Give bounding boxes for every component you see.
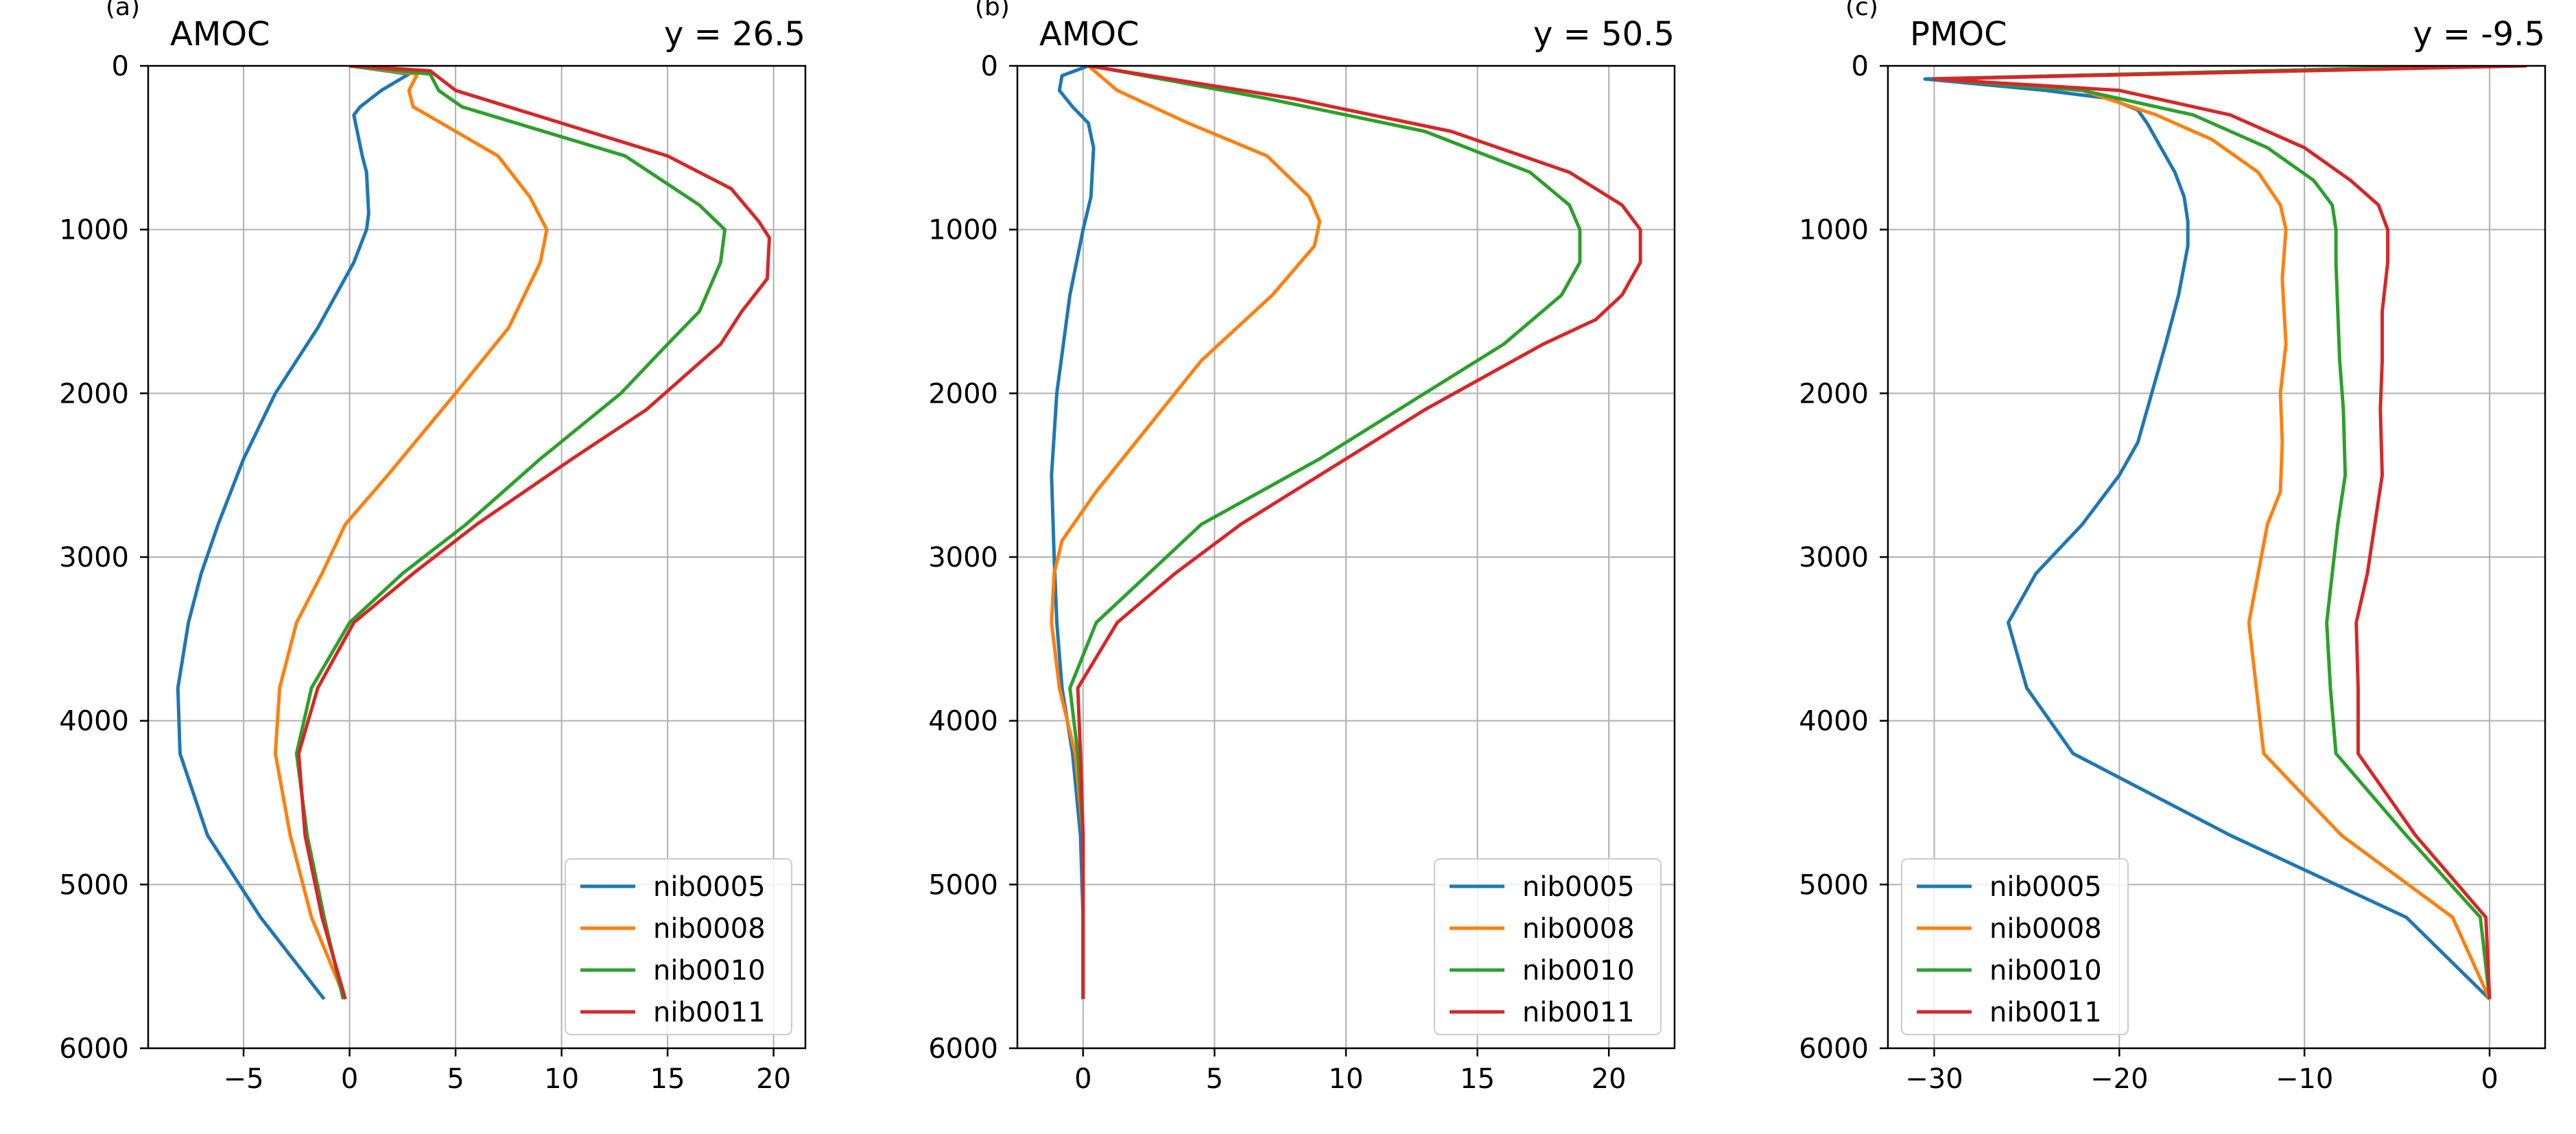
y-tick-label: 0 xyxy=(981,51,998,82)
y-tick-label: 6000 xyxy=(59,1033,129,1065)
y-tick-label: 6000 xyxy=(1799,1033,1869,1065)
y-tick-label: 2000 xyxy=(1799,378,1869,410)
legend-label: nib0011 xyxy=(1989,997,2102,1028)
panel-2: 0 5 10 15 20 0 1000 2000 3000 4000 5000 6000 (b) AMOC… xyxy=(928,0,1676,1095)
series-line-nib0011 xyxy=(1933,66,2527,1000)
x-tick-label: 20 xyxy=(1592,1063,1627,1095)
y-tick-label: 2000 xyxy=(928,378,998,410)
x-tick-label: 5 xyxy=(447,1063,464,1095)
x-tick-label: 20 xyxy=(756,1063,791,1095)
panel-label: (a) xyxy=(106,0,140,21)
panel-title: PMOC xyxy=(1910,15,2007,54)
y-tick-label: 1000 xyxy=(928,215,998,246)
legend: nib0005 nib0008 nib0010 nib0011 xyxy=(1434,858,1662,1035)
x-tick-label: 10 xyxy=(1329,1063,1364,1095)
panel-subtitle: y = -9.5 xyxy=(2413,15,2545,54)
panel-subtitle: y = 50.5 xyxy=(1533,15,1675,54)
panel-title: AMOC xyxy=(170,15,270,54)
series-line-nib0010 xyxy=(1933,66,2492,1000)
legend-label: nib0011 xyxy=(1522,997,1635,1028)
y-tick-label: 4000 xyxy=(928,706,998,737)
y-tick-label: 3000 xyxy=(928,542,998,574)
panel-3: −30 −20 −10 0 0 1000 2000 3000 4000 5000 6000 (c) PM… xyxy=(1799,0,2547,1095)
legend: nib0005 nib0008 nib0010 nib0011 xyxy=(1901,858,2129,1035)
y-tick-label: 0 xyxy=(112,51,129,82)
panel-1: −5 0 5 10 15 20 0 1000 2000 3000 4000 5000 6000 (a) AM… xyxy=(59,0,807,1095)
y-tick-label: 4000 xyxy=(59,706,129,737)
x-tick-label: 0 xyxy=(2481,1063,2498,1095)
series-line-nib0008 xyxy=(1933,66,2492,1000)
x-tick-label: 15 xyxy=(1460,1063,1495,1095)
series-line-nib0010 xyxy=(294,66,727,1000)
x-tick-label: −30 xyxy=(1905,1063,1963,1095)
legend-label: nib0010 xyxy=(1522,955,1635,987)
y-tick-label: 5000 xyxy=(1799,869,1869,901)
x-tick-label: 0 xyxy=(341,1063,358,1095)
x-tick-label: 10 xyxy=(544,1063,579,1095)
series-line-nib0010 xyxy=(1068,66,1582,1000)
legend-label: nib0008 xyxy=(1989,913,2102,945)
legend-label: nib0008 xyxy=(653,913,766,945)
y-tick-label: 5000 xyxy=(928,869,998,901)
legend-label: nib0005 xyxy=(1522,871,1635,903)
series-line-nib0005 xyxy=(1050,66,1096,1000)
y-tick-label: 1000 xyxy=(59,215,129,246)
y-tick-label: 2000 xyxy=(59,378,129,410)
y-tick-label: 5000 xyxy=(59,869,129,901)
legend: nib0005 nib0008 nib0010 nib0011 xyxy=(565,858,792,1035)
y-tick-label: 0 xyxy=(1852,51,1869,82)
series-line-nib0011 xyxy=(1076,66,1642,1000)
legend-label: nib0005 xyxy=(653,871,766,903)
panel-subtitle: y = 26.5 xyxy=(664,15,805,54)
legend-label: nib0005 xyxy=(1989,871,2102,903)
series-line-nib0008 xyxy=(1050,66,1322,1000)
y-tick-label: 3000 xyxy=(59,542,129,574)
x-tick-label: −5 xyxy=(224,1063,264,1095)
series-line-nib0005 xyxy=(176,66,411,1000)
x-tick-label: 15 xyxy=(650,1063,685,1095)
legend-box xyxy=(1434,858,1662,1035)
y-tick-label: 4000 xyxy=(1799,706,1869,737)
x-tick-label: −10 xyxy=(2276,1063,2333,1095)
panel-label: (b) xyxy=(975,0,1010,21)
legend-box xyxy=(565,858,792,1035)
legend-label: nib0010 xyxy=(1989,955,2102,987)
x-tick-label: 5 xyxy=(1206,1063,1223,1095)
legend-label: nib0010 xyxy=(653,955,766,987)
series-line-nib0011 xyxy=(296,66,771,1000)
legend-label: nib0011 xyxy=(653,997,766,1028)
legend-label: nib0008 xyxy=(1522,913,1635,945)
series-line-nib0008 xyxy=(273,66,549,1000)
panel-label: (c) xyxy=(1845,0,1878,21)
x-tick-label: −20 xyxy=(2090,1063,2148,1095)
panel-title: AMOC xyxy=(1039,15,1139,54)
y-tick-label: 3000 xyxy=(1799,542,1869,574)
x-tick-label: 0 xyxy=(1074,1063,1091,1095)
legend-box xyxy=(1901,858,2129,1035)
y-tick-label: 6000 xyxy=(928,1033,998,1065)
y-tick-label: 1000 xyxy=(1799,215,1869,246)
